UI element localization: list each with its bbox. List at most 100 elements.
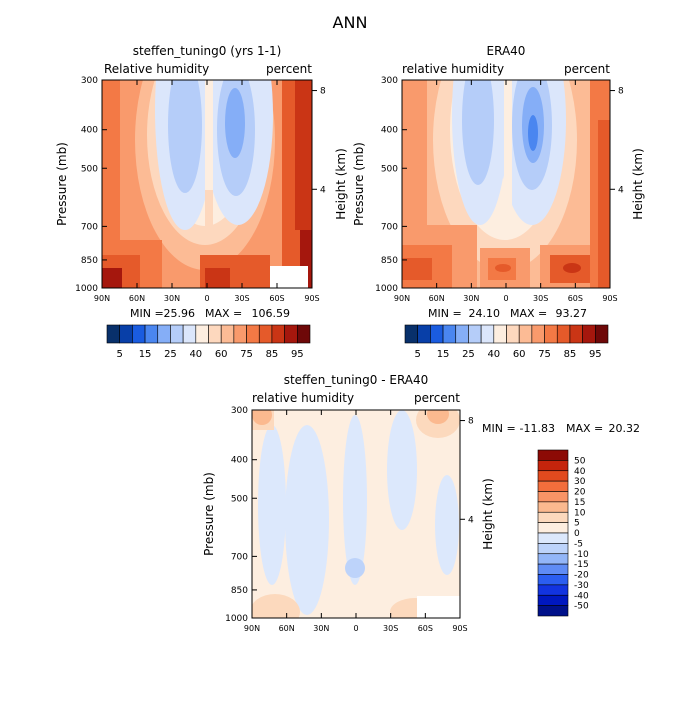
x-tick-label: 60N bbox=[279, 624, 295, 633]
y-tick-label: 700 bbox=[81, 222, 98, 232]
colorbar-tick-label: 95 bbox=[589, 349, 602, 360]
x-tick-label: 90S bbox=[452, 624, 467, 633]
y-tick-label: 300 bbox=[231, 406, 248, 416]
panel-diff-min-label: MIN = bbox=[482, 422, 516, 435]
colorbar-tick-label: 25 bbox=[164, 349, 177, 360]
colorbar-swatch bbox=[271, 324, 285, 344]
colorbar-tick-label: 75 bbox=[240, 349, 253, 360]
panel-era40-stats: MIN = 24.10 MAX = 93.27 bbox=[428, 307, 587, 320]
y-tick-label: 500 bbox=[231, 494, 248, 504]
panel-diff-left-label: relative humidity bbox=[252, 391, 354, 405]
colorbar-swatch bbox=[537, 605, 569, 617]
colorbar-tick-label: -15 bbox=[574, 560, 589, 570]
colorbar-swatch bbox=[144, 324, 159, 344]
colorbar-swatch bbox=[157, 324, 171, 344]
x-tick-label: 30N bbox=[463, 294, 479, 303]
colorbar-swatch bbox=[537, 543, 569, 555]
y-tick-label: 400 bbox=[381, 126, 398, 136]
colorbar-swatch bbox=[537, 491, 569, 503]
x-tick-label: 60S bbox=[568, 294, 583, 303]
x-tick-label: 90S bbox=[304, 294, 319, 303]
panel-model-ylabel: Pressure (mb) bbox=[55, 142, 69, 226]
x-tick-label: 0 bbox=[204, 294, 209, 303]
panel-model-min-label: MIN = bbox=[130, 307, 164, 320]
panel-era40-max-value: 93.27 bbox=[556, 307, 588, 320]
colorbar-swatch bbox=[284, 324, 298, 344]
colorbar-swatch bbox=[258, 324, 273, 344]
colorbar-swatch bbox=[220, 324, 235, 344]
panel-era40-left-label: relative humidity bbox=[402, 62, 504, 76]
colorbar-swatch bbox=[480, 324, 495, 344]
colorbar-tick-label: -20 bbox=[574, 571, 589, 581]
x-tick-label: 90N bbox=[394, 294, 410, 303]
figure-title: ANN bbox=[333, 13, 368, 32]
colorbar-swatch bbox=[537, 574, 569, 586]
colorbar-swatch bbox=[595, 324, 609, 344]
colorbar-swatch bbox=[537, 501, 569, 513]
panel-era40-ylabel: Pressure (mb) bbox=[352, 142, 366, 226]
colorbar-swatch bbox=[506, 324, 520, 344]
y-tick-label: 850 bbox=[381, 256, 398, 266]
panel-model-right-label: percent bbox=[266, 62, 312, 76]
colorbar-tick-label: 20 bbox=[574, 488, 586, 498]
panel-era40-field bbox=[402, 80, 610, 288]
y-tick-label: 1000 bbox=[375, 284, 398, 294]
panel-diff-ylabel: Pressure (mb) bbox=[202, 472, 216, 556]
colorbar-swatch bbox=[170, 324, 184, 344]
colorbar-tick-label: 30 bbox=[574, 477, 586, 487]
colorbar-tick-label: 5 bbox=[574, 519, 580, 529]
colorbar-tick-label: 25 bbox=[462, 349, 475, 360]
colorbar-swatch bbox=[106, 324, 120, 344]
colorbar-swatch bbox=[132, 324, 146, 344]
colorbar-swatch bbox=[537, 553, 569, 565]
panel-diff-max-value: 20.32 bbox=[609, 422, 641, 435]
panel-model-max-value: 106.59 bbox=[252, 307, 291, 320]
panel-era40-min-value: 24.10 bbox=[469, 307, 501, 320]
colorbar-tick-label: -10 bbox=[574, 550, 589, 560]
y-tick-label: 700 bbox=[231, 552, 248, 562]
panel-era40-title: ERA40 bbox=[487, 44, 526, 58]
panel-model-left-label: Relative humidity bbox=[104, 62, 209, 76]
colorbar-tick-label: 15 bbox=[574, 498, 585, 508]
y-tick-label: 300 bbox=[81, 76, 98, 86]
colorbar-swatch bbox=[537, 460, 569, 472]
colorbar-tick-label: 50 bbox=[574, 456, 586, 466]
panel-model: steffen_tuning0 (yrs 1-1) Relative humid… bbox=[55, 44, 348, 360]
x-tick-label: 60N bbox=[129, 294, 145, 303]
colorbar-tick-label: 40 bbox=[487, 349, 500, 360]
colorbar-swatch bbox=[297, 324, 311, 344]
x-tick-label: 90N bbox=[244, 624, 260, 633]
panel-model-min-value: 25.96 bbox=[164, 307, 196, 320]
y2-tick-label: 4 bbox=[468, 515, 474, 525]
panel-diff-yticks: 300 400 500 700 850 1000 8 4 bbox=[225, 406, 474, 624]
panel-era40-max-label: MAX = bbox=[510, 307, 547, 320]
colorbar-swatch bbox=[556, 324, 571, 344]
panel-model-field bbox=[102, 80, 312, 288]
colorbar-tick-label: -5 bbox=[574, 539, 583, 549]
y-tick-label: 500 bbox=[81, 164, 98, 174]
colorbar-tick-label: -50 bbox=[574, 602, 589, 612]
colorbar-swatch bbox=[195, 324, 209, 344]
colorbar-swatch bbox=[544, 324, 558, 344]
panel-diff-field bbox=[252, 410, 460, 618]
x-tick-label: 30N bbox=[164, 294, 180, 303]
colorbar-swatch bbox=[582, 324, 596, 344]
panel-diff-max-label: MAX = bbox=[566, 422, 603, 435]
panel-diff: steffen_tuning0 - ERA40 relative humidit… bbox=[202, 373, 640, 633]
colorbar-tick-label: 60 bbox=[215, 349, 228, 360]
panel-diff-min-value: -11.83 bbox=[520, 422, 555, 435]
colorbar-swatch bbox=[531, 324, 545, 344]
x-tick-label: 90N bbox=[94, 294, 110, 303]
panel-model-y2label: Height (km) bbox=[334, 148, 348, 219]
panel-model-max-label: MAX = bbox=[205, 307, 242, 320]
y-tick-label: 850 bbox=[81, 256, 98, 266]
x-tick-label: 90S bbox=[602, 294, 617, 303]
colorbar-swatch bbox=[537, 594, 569, 606]
colorbar-swatch bbox=[404, 324, 418, 344]
colorbar-swatch bbox=[537, 522, 569, 534]
panel-diff-y2label: Height (km) bbox=[481, 478, 495, 549]
colorbar-swatch bbox=[208, 324, 222, 344]
colorbar-tick-label: -40 bbox=[574, 591, 589, 601]
y-tick-label: 1000 bbox=[225, 614, 248, 624]
y2-tick-label: 4 bbox=[618, 185, 624, 195]
